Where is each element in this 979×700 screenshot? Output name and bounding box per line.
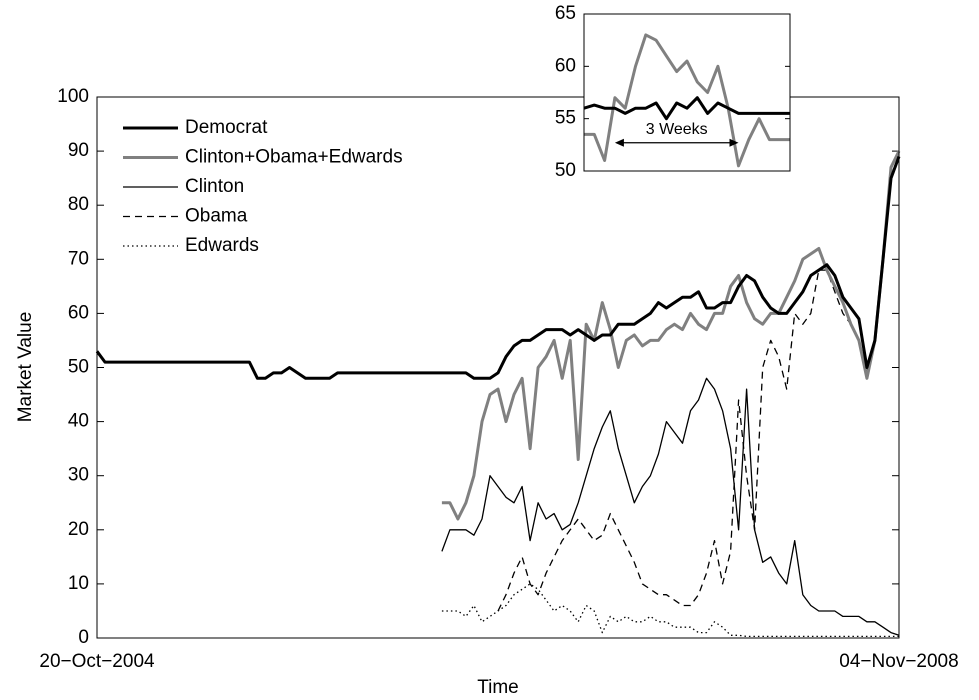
- plot-frame: [583, 13, 791, 172]
- legend-label: Clinton+Obama+Edwards: [185, 147, 403, 168]
- plot-background: [97, 97, 899, 638]
- x-tick-label: 04−Nov−2008: [839, 651, 958, 672]
- y-tick-label: 60: [555, 55, 576, 76]
- y-tick-label: 10: [68, 573, 89, 594]
- legend-label: Democrat: [185, 117, 268, 138]
- y-tick-label: 50: [68, 357, 89, 378]
- annotation: 3 Weeks: [646, 121, 708, 138]
- series-line: [441, 150, 901, 521]
- y-axis-label: Market Value: [15, 312, 36, 423]
- y-tick-label: 30: [68, 465, 89, 486]
- plot-background: [584, 14, 790, 171]
- y-tick-label: 55: [555, 108, 576, 129]
- y-tick-label: 60: [68, 302, 89, 323]
- series-line: [95, 155, 901, 380]
- y-tick-label: 50: [555, 160, 576, 181]
- series-line: [441, 377, 900, 636]
- series-line: [441, 583, 899, 638]
- y-tick-label: 70: [68, 248, 89, 269]
- y-tick-label: 80: [68, 194, 89, 215]
- y-tick-label: 40: [68, 411, 89, 432]
- plot-frame: [96, 96, 900, 639]
- annotation-arrow-head: [729, 138, 739, 147]
- y-tick-label: 90: [68, 140, 89, 161]
- y-tick-label: 65: [555, 3, 576, 24]
- y-tick-label: 100: [57, 86, 89, 107]
- x-axis-label: Time: [477, 677, 519, 698]
- series-line: [583, 96, 790, 121]
- legend-label: Obama: [185, 206, 248, 227]
- x-tick-label: 20−Oct−2004: [39, 651, 155, 672]
- legend-label: Clinton: [185, 176, 244, 197]
- y-tick-label: 20: [68, 519, 89, 540]
- y-tick-label: 0: [78, 627, 89, 648]
- legend-label: Edwards: [185, 235, 259, 256]
- annotation-arrow-head: [614, 138, 624, 147]
- series-line: [584, 33, 790, 168]
